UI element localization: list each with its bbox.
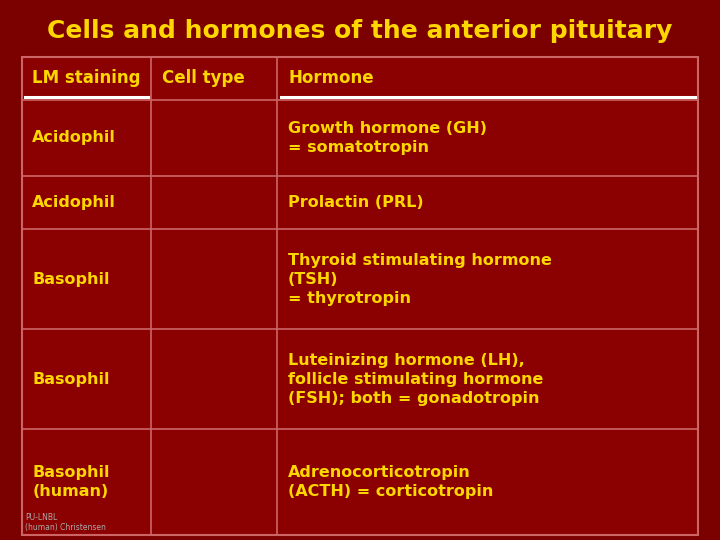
- Text: Adrenocorticotropin
(ACTH) = corticotropin: Adrenocorticotropin (ACTH) = corticotrop…: [288, 465, 493, 499]
- Text: Luteinizing hormone (LH),
follicle stimulating hormone
(FSH); both = gonadotropi: Luteinizing hormone (LH), follicle stimu…: [288, 353, 544, 406]
- Text: Cell type: Cell type: [162, 69, 245, 87]
- Text: PU-LNBL
(human) Christensen: PU-LNBL (human) Christensen: [25, 512, 106, 532]
- Text: Basophil
(human): Basophil (human): [32, 465, 110, 499]
- Text: Cells and hormones of the anterior pituitary: Cells and hormones of the anterior pitui…: [48, 19, 672, 43]
- Text: Acidophil: Acidophil: [32, 195, 116, 210]
- Bar: [22, 57, 698, 535]
- Text: Thyroid stimulating hormone
(TSH)
= thyrotropin: Thyroid stimulating hormone (TSH) = thyr…: [288, 253, 552, 306]
- Text: Prolactin (PRL): Prolactin (PRL): [288, 195, 423, 210]
- Text: Hormone: Hormone: [288, 69, 374, 87]
- Text: Basophil: Basophil: [32, 272, 110, 287]
- Text: Acidophil: Acidophil: [32, 130, 116, 145]
- Text: Growth hormone (GH)
= somatotropin: Growth hormone (GH) = somatotropin: [288, 120, 487, 155]
- Text: Basophil: Basophil: [32, 372, 110, 387]
- Text: LM staining: LM staining: [32, 69, 141, 87]
